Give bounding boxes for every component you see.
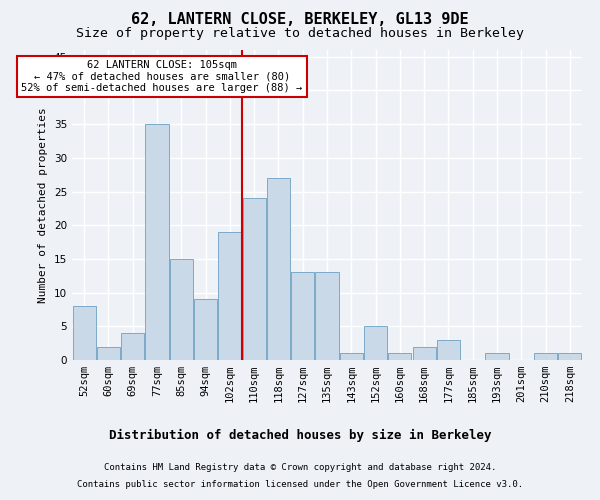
- Text: Contains public sector information licensed under the Open Government Licence v3: Contains public sector information licen…: [77, 480, 523, 489]
- Bar: [364, 326, 387, 360]
- Bar: [534, 354, 557, 360]
- Bar: [340, 354, 363, 360]
- Text: Contains HM Land Registry data © Crown copyright and database right 2024.: Contains HM Land Registry data © Crown c…: [104, 464, 496, 472]
- Text: Distribution of detached houses by size in Berkeley: Distribution of detached houses by size …: [109, 430, 491, 442]
- Bar: [413, 346, 436, 360]
- Bar: [121, 333, 144, 360]
- Bar: [267, 178, 290, 360]
- Text: 62, LANTERN CLOSE, BERKELEY, GL13 9DE: 62, LANTERN CLOSE, BERKELEY, GL13 9DE: [131, 12, 469, 28]
- Bar: [316, 272, 338, 360]
- Bar: [485, 354, 509, 360]
- Bar: [170, 259, 193, 360]
- Bar: [437, 340, 460, 360]
- Bar: [559, 354, 581, 360]
- Bar: [73, 306, 95, 360]
- Text: Size of property relative to detached houses in Berkeley: Size of property relative to detached ho…: [76, 28, 524, 40]
- Bar: [194, 300, 217, 360]
- Bar: [97, 346, 120, 360]
- Bar: [145, 124, 169, 360]
- Bar: [218, 232, 241, 360]
- Bar: [291, 272, 314, 360]
- Text: 62 LANTERN CLOSE: 105sqm
← 47% of detached houses are smaller (80)
52% of semi-d: 62 LANTERN CLOSE: 105sqm ← 47% of detach…: [21, 60, 302, 94]
- Bar: [242, 198, 266, 360]
- Bar: [388, 354, 412, 360]
- Y-axis label: Number of detached properties: Number of detached properties: [38, 107, 49, 303]
